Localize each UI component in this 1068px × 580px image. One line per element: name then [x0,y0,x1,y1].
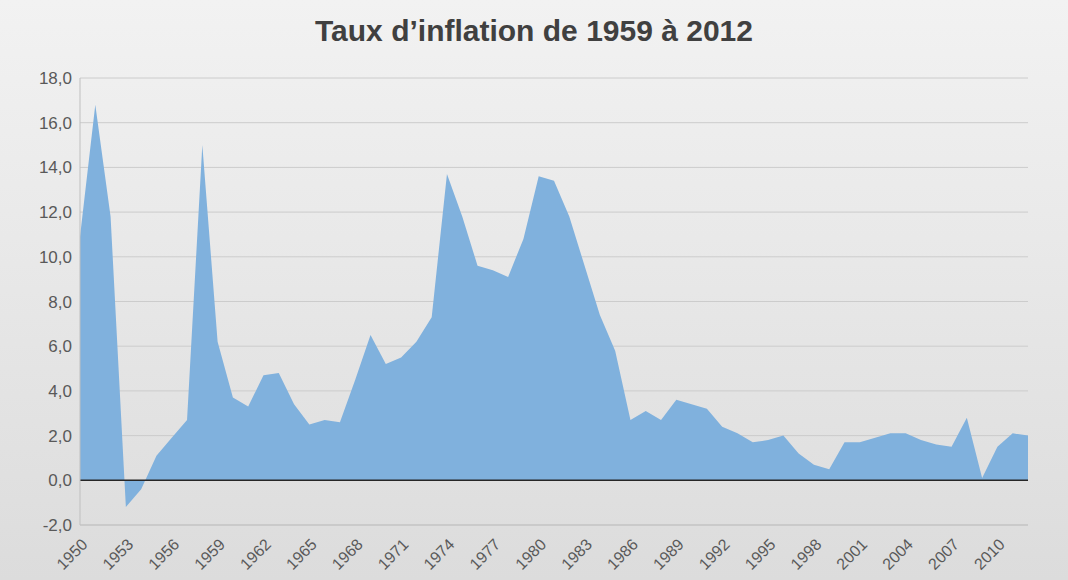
svg-text:2010: 2010 [971,536,1008,573]
svg-text:1995: 1995 [741,536,778,573]
svg-text:1953: 1953 [99,536,136,573]
svg-text:2004: 2004 [879,536,916,573]
svg-text:1965: 1965 [283,536,320,573]
svg-text:1956: 1956 [145,536,182,573]
svg-text:2007: 2007 [925,536,962,573]
svg-text:18,0: 18,0 [39,69,72,88]
svg-text:1998: 1998 [787,536,824,573]
svg-text:-2,0: -2,0 [43,516,72,535]
svg-text:12,0: 12,0 [39,203,72,222]
svg-text:2001: 2001 [833,536,870,573]
svg-text:8,0: 8,0 [48,293,72,312]
svg-text:4,0: 4,0 [48,382,72,401]
svg-text:1959: 1959 [191,536,228,573]
svg-text:1989: 1989 [650,536,687,573]
svg-text:10,0: 10,0 [39,248,72,267]
svg-text:6,0: 6,0 [48,337,72,356]
svg-text:1968: 1968 [329,536,366,573]
svg-text:1980: 1980 [512,536,549,573]
svg-text:1974: 1974 [420,536,457,573]
svg-text:2,0: 2,0 [48,427,72,446]
svg-text:1992: 1992 [696,536,733,573]
svg-text:16,0: 16,0 [39,114,72,133]
svg-text:1983: 1983 [558,536,595,573]
svg-text:14,0: 14,0 [39,158,72,177]
html-text:Taux d’inflation de 1959 à 201: Taux d’inflation de 1959 à 2012 [315,14,753,47]
svg-text:1971: 1971 [375,536,412,573]
svg-text:1950: 1950 [53,536,90,573]
svg-text:1977: 1977 [466,536,503,573]
svg-text:1986: 1986 [604,536,641,573]
svg-text:0,0: 0,0 [48,471,72,490]
svg-text:1962: 1962 [237,536,274,573]
